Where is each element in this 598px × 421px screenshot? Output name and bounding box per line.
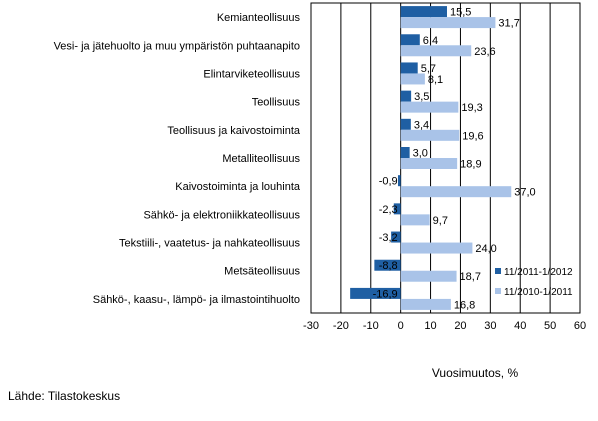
value-labels: 15,5 31,7 6,4 23,6 5,78,1 3,5 19,3 3,4 19,6 3,0 18… <box>373 7 536 312</box>
category-label: Sähkö-, kaasu-, lämpö- ja ilmastointihuo… <box>93 294 300 306</box>
data-label: -0,9 <box>379 176 398 188</box>
data-label: -3,2 <box>379 232 398 244</box>
bar <box>400 6 447 18</box>
tick-label: 50 <box>544 320 556 332</box>
category-label: Sähkö- ja elektroniikkateollisuus <box>143 209 300 221</box>
tick-label: -30 <box>303 320 319 332</box>
data-label: 19,6 <box>462 130 483 142</box>
data-label: 3,0 <box>413 148 428 160</box>
data-label: -16,9 <box>373 288 398 300</box>
legend-swatch <box>495 288 501 294</box>
data-label: -2,3 <box>379 204 398 216</box>
data-label: 23,6 <box>474 46 495 58</box>
source-note: Lähde: Tilastokeskus <box>8 389 121 403</box>
bar <box>400 147 410 158</box>
bar <box>400 118 411 130</box>
category-label: Teollisuus <box>252 97 301 109</box>
category-label: Teollisuus ja kaivostoiminta <box>167 125 301 137</box>
bar <box>400 158 458 169</box>
data-label: 16,8 <box>454 299 475 311</box>
bar <box>400 90 412 102</box>
tick-label: 10 <box>424 320 436 332</box>
x-axis: -30 -20 -10 0 10 20 30 40 50 60 <box>303 320 586 332</box>
bar <box>397 175 401 187</box>
tick-label: 20 <box>454 320 466 332</box>
bars <box>350 6 512 310</box>
bar <box>400 214 430 226</box>
tick-label: -20 <box>333 320 349 332</box>
data-label: -8,8 <box>379 260 398 272</box>
data-label: 8,1 <box>428 74 443 86</box>
bar <box>350 287 401 299</box>
plot-frame <box>310 2 581 314</box>
bar <box>400 186 512 198</box>
tick-label: -10 <box>363 320 379 332</box>
data-label: 31,7 <box>498 18 519 30</box>
data-label: 3,5 <box>414 91 429 103</box>
category-label: Vesi- ja jätehuolto ja muu ympäristön pu… <box>54 40 300 52</box>
bar <box>400 129 460 141</box>
bar <box>391 231 401 243</box>
bar <box>400 45 472 57</box>
bar <box>400 62 418 74</box>
data-label: 24,0 <box>475 243 496 255</box>
bar <box>400 101 459 113</box>
tick-label: 40 <box>514 320 526 332</box>
category-label: Metsäteollisuus <box>224 266 300 278</box>
data-label: 6,4 <box>423 35 438 47</box>
bar <box>400 17 496 29</box>
data-label: 9,7 <box>433 215 448 227</box>
data-label: 18,9 <box>460 159 481 171</box>
legend-swatch <box>495 268 501 274</box>
bar <box>400 73 425 85</box>
data-label: 5,7 <box>421 63 436 75</box>
legend: 11/2011-1/2012 11/2010-1/2011 <box>495 267 573 298</box>
bar <box>393 203 401 215</box>
tick-label: 30 <box>484 320 496 332</box>
bar <box>400 270 457 282</box>
tick-label: 0 <box>398 320 404 332</box>
data-label: 18,7 <box>460 271 481 283</box>
category-label: Elintarviketeollisuus <box>203 68 300 80</box>
category-label: Tekstiili-, vaatetus- ja nahkateollisuus <box>119 238 300 250</box>
category-label: Kemianteollisuus <box>217 12 301 24</box>
category-label: Kaivostoiminta ja louhinta <box>175 181 301 193</box>
bar <box>374 259 401 271</box>
category-label: Metalliteollisuus <box>222 153 300 165</box>
bar <box>400 298 451 310</box>
bar <box>400 242 473 254</box>
data-label: 37,0 <box>514 187 535 199</box>
tick-label: 60 <box>574 320 586 332</box>
data-label: 19,3 <box>461 102 482 114</box>
x-axis-label: Vuosimuutos, % <box>432 366 519 380</box>
bar <box>400 34 420 46</box>
data-label: 3,4 <box>414 119 429 131</box>
legend-label: 11/2011-1/2012 <box>504 267 573 278</box>
legend-label: 11/2010-1/2011 <box>504 287 573 298</box>
category-labels: Kemianteollisuus Vesi- ja jätehuolto ja m… <box>54 12 301 306</box>
data-label: 15,5 <box>450 7 471 19</box>
